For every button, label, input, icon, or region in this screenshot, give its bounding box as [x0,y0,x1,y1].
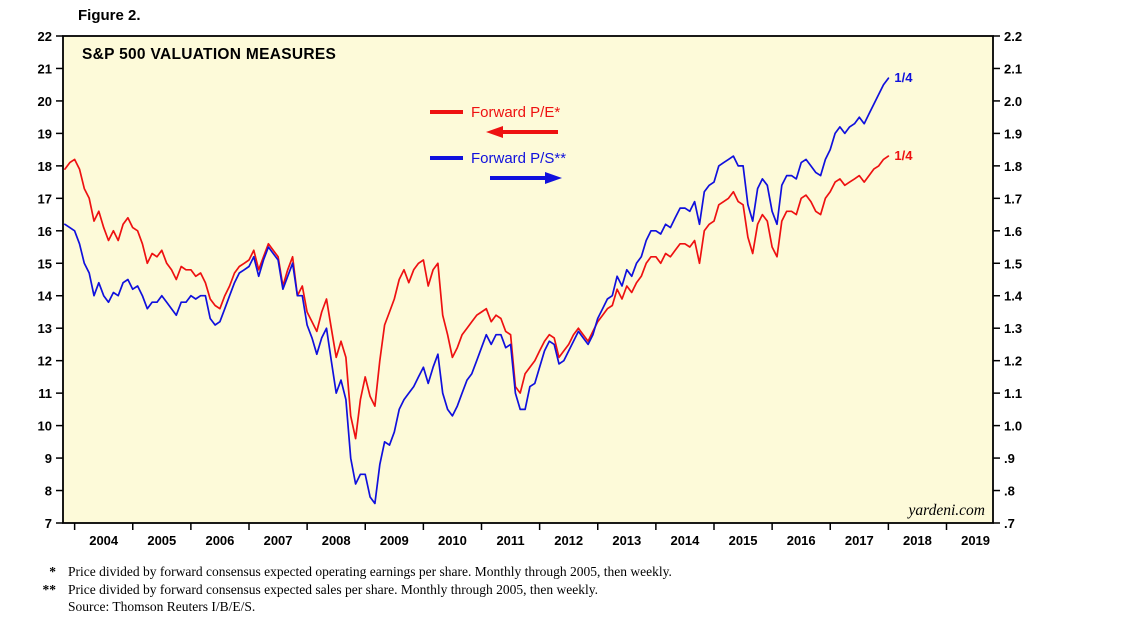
footnote-line: ** Price divided by forward consensus ex… [28,581,672,599]
y-left-tick-label: 21 [38,61,52,76]
x-tick-label: 2019 [961,533,990,548]
right-axis-arrow-icon [545,172,562,184]
series-line-forward-pe [64,155,890,440]
y-right-tick-label: 2.2 [1004,29,1022,44]
y-left-tick-label: 10 [38,419,52,434]
x-tick-label: 2010 [438,533,467,548]
y-right-tick-label: .9 [1004,451,1015,466]
legend-label-forward-pe: Forward P/E* [471,104,560,121]
y-left-tick-label: 12 [38,354,52,369]
y-right-tick-label: 1.1 [1004,386,1022,401]
y-left-tick-label: 18 [38,159,52,174]
left-axis-arrow-icon [486,126,503,138]
y-left-tick-label: 7 [45,516,52,531]
legend-label-forward-ps: Forward P/S** [471,150,566,167]
y-right-tick-label: 1.0 [1004,419,1022,434]
y-left-tick-label: 8 [45,484,52,499]
series-forward-pe-end-label: 1/4 [894,148,913,163]
y-right-tick-label: 1.5 [1004,256,1022,271]
footnote-marker: ** [42,581,57,597]
footnote-text: Source: Thomson Reuters I/B/E/S. [68,599,256,614]
y-left-tick-label: 14 [38,289,53,304]
y-right-tick-label: 1.9 [1004,126,1022,141]
x-tick-label: 2011 [496,533,524,548]
y-right-tick-label: 1.7 [1004,191,1022,206]
x-tick-label: 2009 [380,533,409,548]
y-right-tick-label: 1.3 [1004,321,1022,336]
valuation-chart: 7 8 9 10 11 12 13 14 15 16 17 18 19 20 21 22 .7 .8 .9 1.0 1.… [38,29,1023,548]
y-left-tick-label: 19 [38,126,52,141]
x-tick-label: 2013 [612,533,641,548]
y-right-tick-label: 1.4 [1004,289,1023,304]
y-left-tick-label: 13 [38,321,52,336]
series-line-forward-ps [64,77,890,505]
x-tick-label: 2016 [787,533,816,548]
footnote-marker: * [49,564,56,579]
figure-label: Figure 2. [78,7,141,24]
footnote-text: Price divided by forward consensus expec… [68,564,672,579]
x-tick-label: 2006 [205,533,234,548]
y-right-tick-label: 1.2 [1004,354,1022,369]
y-right-tick-label: .7 [1004,516,1015,531]
x-tick-label: 2012 [554,533,583,548]
x-tick-label: 2007 [264,533,293,548]
y-right-tick-label: 1.6 [1004,224,1022,239]
x-tick-label: 2014 [670,533,700,548]
x-tick-label: 2005 [147,533,176,548]
x-tick-label: 2018 [903,533,932,548]
footnote-text: Price divided by forward consensus expec… [68,581,598,597]
watermark: yardeni.com [907,502,985,519]
y-left-tick-label: 15 [38,256,52,271]
x-tick-label: 2004 [89,533,119,548]
y-left-tick-label: 16 [38,224,52,239]
x-tick-label: 2017 [845,533,874,548]
footnote-marker [28,598,56,616]
y-right-tick-label: 2.1 [1004,61,1022,76]
y-right-tick-label: 2.0 [1004,94,1022,109]
x-tick-label: 2015 [729,533,758,548]
y-left-tick-label: 11 [38,386,52,401]
x-tick-label: 2008 [322,533,351,548]
y-right-tick-label: .8 [1004,484,1015,499]
y-right-tick-label: 1.8 [1004,159,1022,174]
y-left-tick-label: 17 [38,191,52,206]
footnotes: * Price divided by forward consensus exp… [28,563,672,616]
chart-title: S&P 500 VALUATION MEASURES [82,46,336,63]
plot-area [62,35,994,524]
y-left-tick-label: 20 [38,94,52,109]
y-left-tick-label: 22 [38,29,52,44]
footnote-line: * Price divided by forward consensus exp… [28,563,672,581]
y-left-tick-label: 9 [45,451,52,466]
series-forward-ps-end-label: 1/4 [894,70,913,85]
footnote-line: Source: Thomson Reuters I/B/E/S. [28,598,672,616]
